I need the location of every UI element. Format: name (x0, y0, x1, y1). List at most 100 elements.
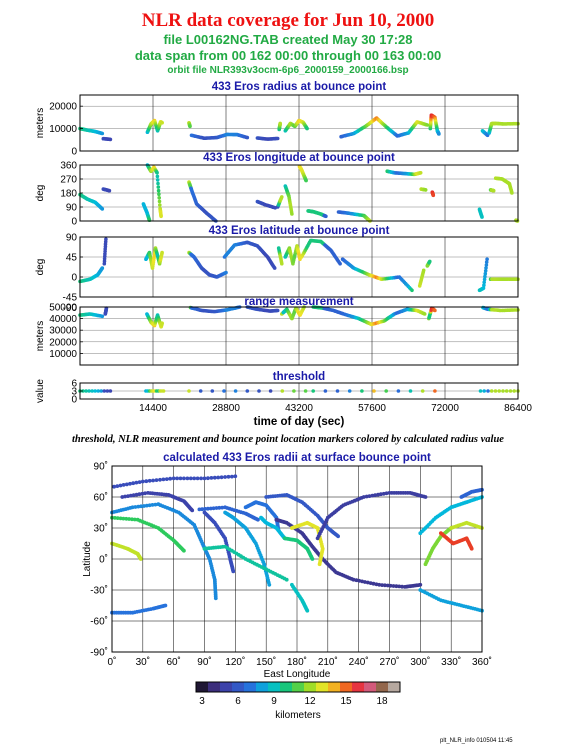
map-point (140, 479, 145, 484)
data-point (422, 312, 427, 316)
data-point (96, 389, 101, 393)
map-point (147, 503, 152, 508)
data-point (100, 266, 105, 270)
data-point (504, 389, 509, 393)
timeseries-panel-4: range measurement 10000200003000040000500… (35, 296, 520, 366)
data-point (304, 178, 308, 183)
map-track (110, 541, 143, 561)
map-track (290, 582, 310, 613)
colorbar-swatch (196, 682, 209, 692)
data-segment (145, 163, 163, 219)
map-frame (111, 465, 483, 653)
data-point (372, 389, 376, 393)
data-point (418, 171, 423, 175)
x-axis-label: East Longitude (264, 669, 331, 680)
data-point (99, 389, 104, 393)
map-point (151, 478, 156, 483)
data-point (489, 389, 494, 393)
timeseries-panel-5: threshold 036 value 14400 28800 43200 57600 720… (35, 371, 532, 428)
map-track (110, 515, 186, 553)
data-segment (78, 192, 105, 211)
data-segment (283, 184, 294, 216)
data-point (108, 137, 113, 142)
map-track (290, 520, 325, 567)
data-segment (187, 250, 228, 279)
map-point (168, 476, 173, 481)
data-point (480, 215, 484, 219)
y-tick-label: 90˚ (94, 461, 108, 473)
map-track (197, 505, 260, 522)
map-point (138, 557, 143, 561)
map-point (220, 505, 225, 510)
map-point (121, 483, 126, 487)
y-axis-label: meters (35, 321, 46, 352)
map-point (208, 506, 213, 511)
map-point (199, 476, 204, 481)
timeseries-panel-2: 433 Eros longitude at bounce point 0 90 180… (35, 152, 520, 228)
data-point (396, 389, 401, 393)
timeseries-panel-1: 433 Eros radius at bounce point 0 10000 200… (35, 81, 520, 158)
data-point (280, 195, 284, 199)
data-segment (299, 238, 342, 266)
map-point (365, 580, 370, 585)
colorbar-swatch (220, 682, 233, 692)
colorbar-swatch (328, 682, 341, 692)
data-point (90, 389, 94, 393)
map-track (282, 536, 315, 561)
data-point (278, 121, 283, 126)
map-point (370, 493, 375, 498)
y-tick-label: 10000 (49, 124, 77, 135)
data-segment (340, 257, 414, 293)
map-track (202, 510, 236, 574)
map-point (231, 569, 236, 574)
map-point (226, 474, 231, 479)
data-point (105, 389, 110, 393)
data-point (512, 389, 516, 393)
panel-title: threshold (273, 371, 325, 383)
map-point (123, 494, 127, 499)
data-point (484, 263, 489, 267)
data-point (157, 199, 162, 204)
caption: threshold, NLR measurement and bounce po… (72, 434, 504, 445)
data-point (198, 389, 203, 393)
y-tick-label: 60˚ (94, 492, 108, 504)
colorbar-label: kilometers (275, 710, 321, 721)
file-info: file L00162NG.TAB created May 30 17:28 (163, 32, 413, 47)
y-tick-label: 180 (60, 189, 77, 200)
map-point (128, 481, 132, 486)
map-point (115, 516, 120, 520)
map-point (223, 475, 228, 479)
data-point (423, 188, 428, 192)
map-point (192, 476, 197, 481)
data-point (156, 185, 161, 189)
chart-title: NLR data coverage for Jun 10, 2000 (141, 10, 435, 31)
data-segment (481, 305, 520, 313)
map-point (143, 491, 148, 496)
map-title: calculated 433 Eros radii at surface bou… (163, 452, 431, 464)
data-point (437, 132, 441, 136)
y-axis-label: Latitude (82, 541, 93, 577)
data-segment (430, 190, 436, 198)
colorbar-swatch (340, 682, 353, 692)
map-point (190, 508, 195, 513)
y-tick-label: 90 (66, 233, 78, 244)
timeseries-panel-3: 433 Eros latitude at bounce point -45 0 45 9… (35, 225, 520, 314)
data-point (93, 389, 97, 393)
map-point (394, 584, 399, 589)
x-tick-label: 14400 (139, 403, 167, 414)
data-segment (487, 121, 520, 135)
data-segment (306, 209, 328, 219)
x-tick-label: 210˚ (318, 656, 338, 668)
data-segment (477, 257, 489, 293)
data-point (501, 389, 505, 393)
panel-frame (79, 306, 519, 366)
map-track (418, 588, 484, 613)
y-tick-label: 0 (71, 217, 77, 228)
y-tick-label: 10000 (49, 349, 77, 360)
map-track (274, 517, 423, 589)
data-segment (275, 195, 284, 209)
data-point (311, 389, 316, 393)
data-point (482, 283, 486, 288)
data-point (161, 389, 166, 393)
map-point (124, 516, 129, 521)
